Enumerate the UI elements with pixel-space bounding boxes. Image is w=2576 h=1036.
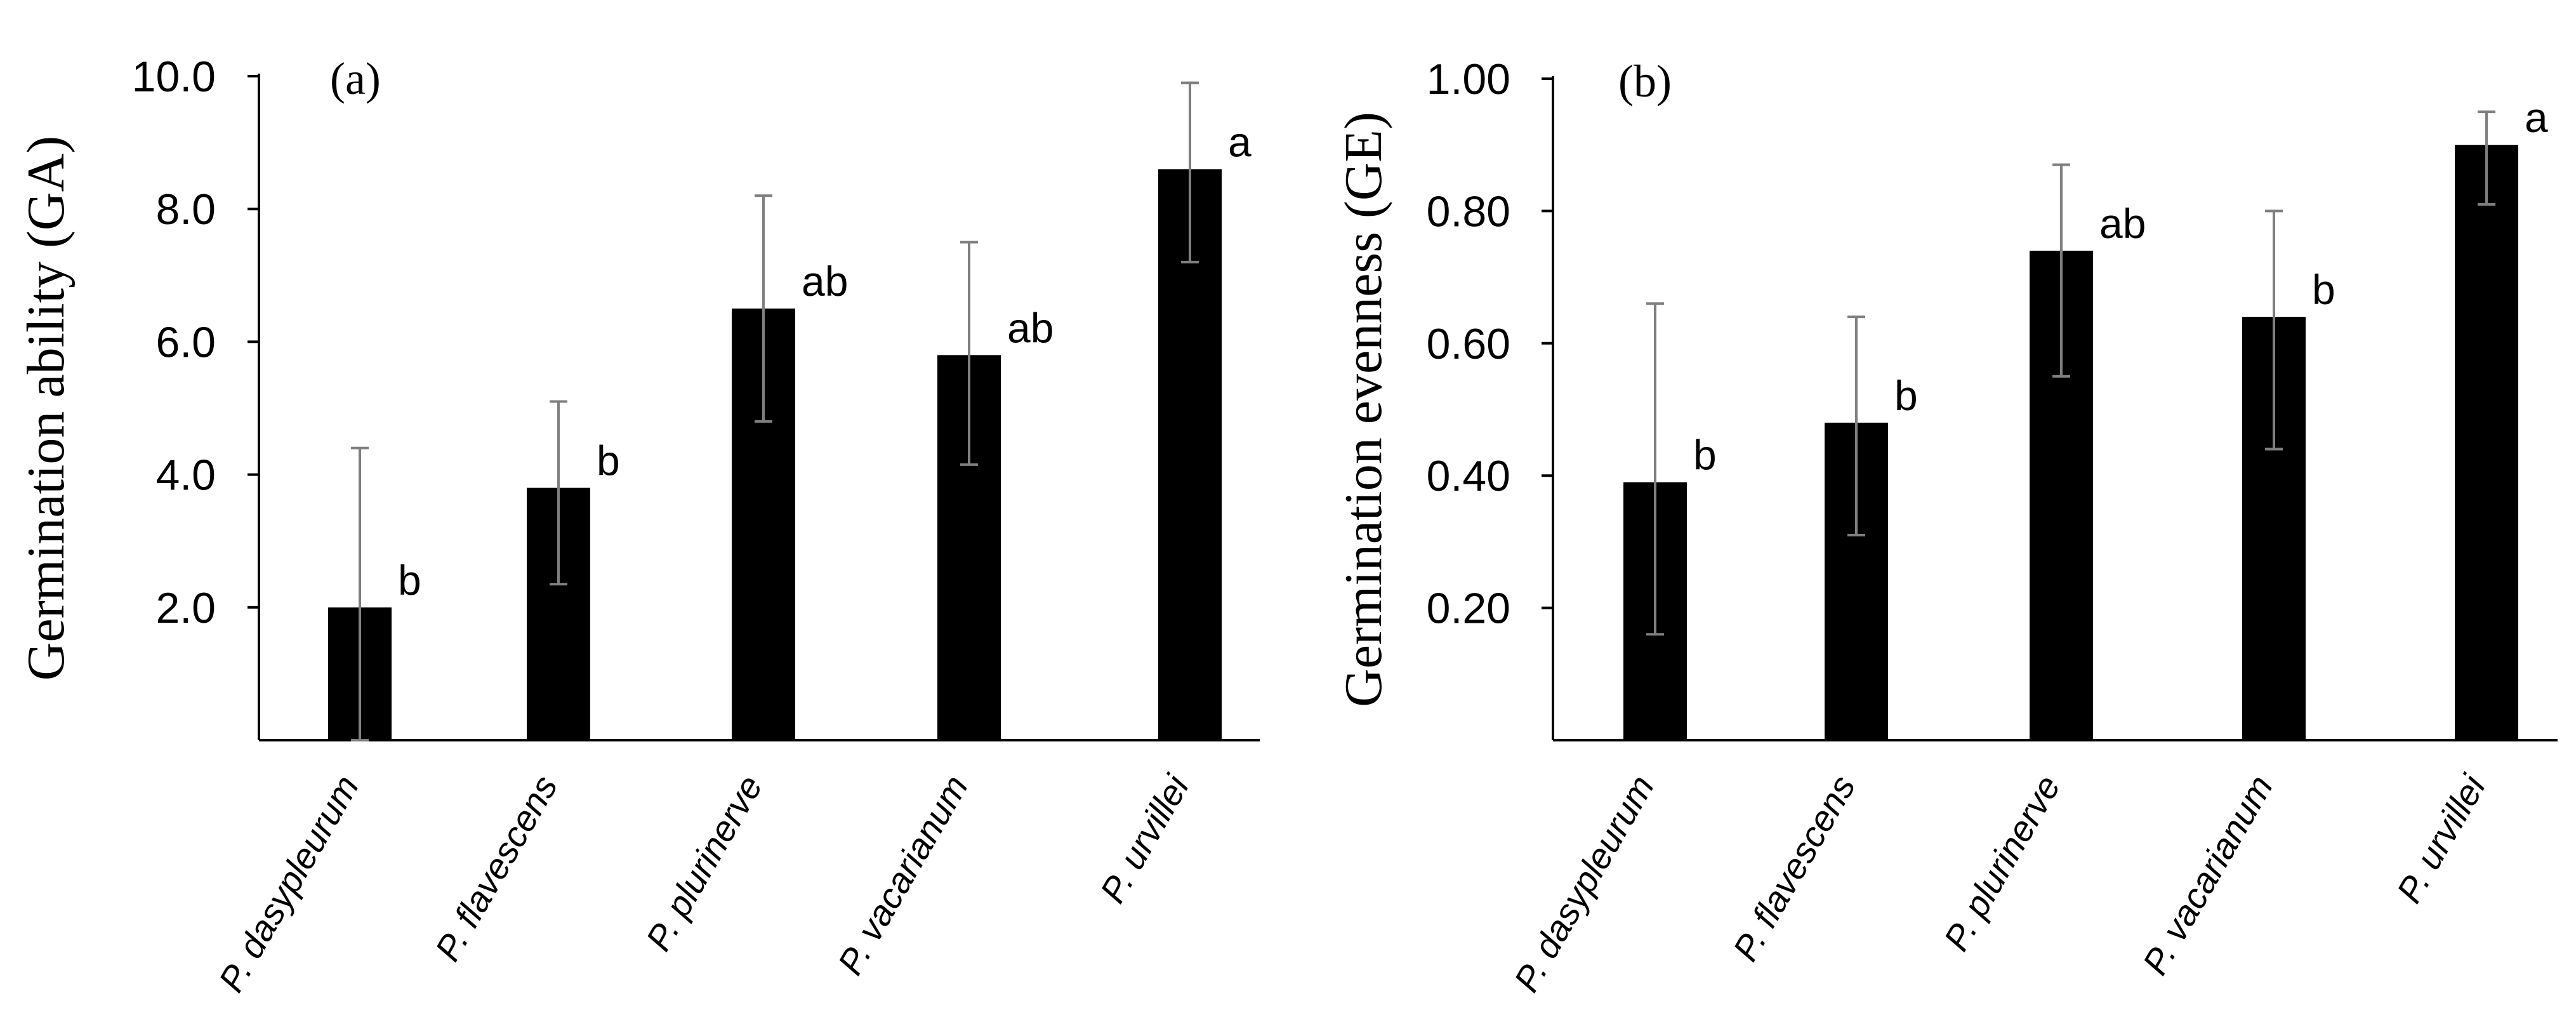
significance-label: b	[2312, 266, 2335, 313]
panel-label: (a)	[330, 53, 381, 104]
y-tick-label: 0.80	[1427, 187, 1510, 236]
significance-label: ab	[1007, 304, 1054, 351]
significance-label: b	[398, 557, 421, 604]
y-tick-label: 0.60	[1427, 320, 1510, 368]
y-axis-title: Germination evenness (GE)	[1334, 112, 1393, 707]
bar	[1158, 169, 1222, 740]
y-tick-label: 0.20	[1427, 585, 1510, 633]
category-label: P. plurinerve	[638, 769, 770, 958]
category-label: P. vacarianum	[2134, 769, 2280, 981]
significance-label: b	[597, 437, 620, 484]
y-axis-title: Germination ability (GA)	[17, 136, 76, 681]
category-label: P. flavescens	[1725, 769, 1863, 968]
category-label: P. vacarianum	[829, 769, 975, 981]
y-tick-label: 6.0	[155, 318, 216, 366]
category-label: P. dasypleurum	[1506, 769, 1661, 999]
y-tick-label: 1.00	[1427, 55, 1510, 103]
significance-label: ab	[802, 258, 848, 305]
bar	[2455, 145, 2518, 740]
significance-label: a	[2525, 94, 2548, 141]
category-label: P. flavescens	[427, 769, 565, 968]
chart-panel-a: 2.0 4.0 6.0 8.0 10.0 Germination ability (GA)…	[17, 53, 1260, 999]
category-label: P. dasypleurum	[211, 769, 366, 999]
significance-label: ab	[2099, 200, 2146, 247]
category-label: P. plurinerve	[1936, 769, 2068, 958]
y-tick-label: 10.0	[132, 53, 216, 101]
y-tick-label: 4.0	[155, 451, 216, 500]
category-label: P. urvillei	[1092, 767, 1197, 909]
significance-label: b	[1693, 432, 1717, 479]
y-tick-label: 0.40	[1427, 452, 1510, 500]
category-label: P. urvillei	[2389, 767, 2493, 909]
significance-label: b	[1894, 372, 1918, 419]
y-tick-label: 2.0	[155, 584, 216, 632]
chart-panel-b: 0.20 0.40 0.60 0.80 1.00 Germination evenness…	[1334, 55, 2558, 999]
panel-label: (b)	[1618, 56, 1672, 107]
significance-label: a	[1228, 118, 1252, 165]
y-tick-label: 8.0	[155, 185, 216, 234]
